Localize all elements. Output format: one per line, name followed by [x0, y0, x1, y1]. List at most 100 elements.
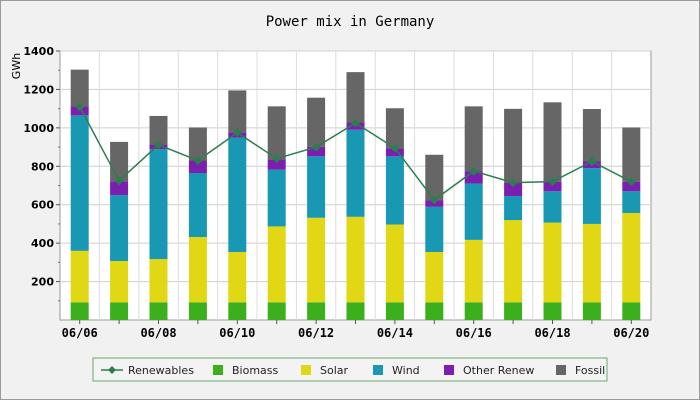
legend-label: Biomass [232, 364, 279, 377]
bar-wind [307, 156, 326, 218]
bar-biomass [228, 302, 247, 320]
x-tick-label: 06/16 [456, 326, 492, 340]
bar-biomass [622, 302, 641, 320]
bar-fossil [622, 127, 641, 182]
bar-biomass [582, 302, 601, 320]
y-axis: 200 400 600 800 1000 1200 1400 [23, 45, 60, 302]
bar-other-renew [543, 181, 562, 192]
bar-solar [267, 226, 286, 303]
bar-other-renew [622, 181, 641, 192]
bar-fossil [307, 97, 326, 147]
x-tick-label: 06/10 [219, 326, 255, 340]
bar-biomass [464, 302, 483, 320]
bar-fossil [543, 102, 562, 182]
bar-fossil [188, 127, 207, 161]
x-tick-label: 06/20 [613, 326, 649, 340]
renewables-point [154, 140, 163, 150]
bar-solar [149, 259, 168, 303]
bar-fossil [267, 106, 286, 160]
bar-solar [543, 222, 562, 303]
x-tick-label: 06/14 [377, 326, 413, 340]
y-axis-label: GWh [10, 53, 23, 79]
renewables-point [114, 176, 124, 186]
bar-wind [464, 183, 483, 240]
legend-label: Fossil [575, 364, 605, 377]
bar-wind [267, 169, 286, 227]
y-tick-label: 1400 [23, 45, 54, 58]
bar-wind [228, 137, 247, 252]
bar-other-renew [504, 182, 523, 197]
bar-fossil [464, 106, 483, 172]
renewables-point [587, 156, 597, 166]
y-tick-label: 1000 [23, 122, 54, 135]
renewables-point [311, 142, 321, 152]
legend-swatch-fossil [556, 365, 566, 375]
bar-solar [188, 236, 207, 303]
bar-biomass [70, 302, 89, 320]
bars-group [70, 69, 641, 320]
bar-fossil [70, 69, 89, 107]
y-tick-label: 200 [31, 276, 54, 289]
bar-solar [346, 216, 365, 303]
bar-fossil [504, 108, 523, 183]
legend-marker-renewables [108, 366, 116, 374]
x-tick-label: 06/12 [298, 326, 334, 340]
bar-other-renew [110, 181, 129, 196]
bar-fossil [346, 72, 365, 123]
renewables-point [75, 102, 85, 112]
renewables-point [232, 128, 242, 138]
bar-wind [622, 191, 641, 213]
renewables-point [429, 195, 439, 205]
bar-solar [70, 250, 89, 303]
x-axis: 06/06 06/08 06/10 06/12 06/14 06/16 06/18 06/20 [62, 320, 649, 340]
bar-solar [307, 217, 326, 303]
renewables-point [390, 143, 400, 153]
chart-title: Power mix in Germany [265, 14, 435, 30]
bar-solar [464, 239, 483, 303]
bar-wind [149, 149, 168, 260]
bar-biomass [504, 302, 523, 320]
bar-biomass [307, 302, 326, 320]
bar-wind [504, 196, 523, 221]
bar-wind [110, 195, 129, 262]
bar-wind [188, 173, 207, 237]
bar-biomass [425, 302, 444, 320]
bar-biomass [149, 302, 168, 320]
y-tick-label: 800 [31, 160, 54, 173]
bar-solar [425, 251, 444, 303]
bar-fossil [582, 109, 601, 162]
renewables-point [548, 177, 557, 187]
x-tick-label: 06/18 [534, 326, 570, 340]
bar-wind [385, 156, 404, 225]
bar-fossil [228, 90, 247, 133]
bar-biomass [267, 302, 286, 320]
bar-biomass [385, 302, 404, 320]
bar-wind [582, 168, 601, 224]
bar-fossil [425, 154, 444, 201]
bar-biomass [188, 302, 207, 320]
bar-other-renew [188, 160, 207, 174]
bar-wind [346, 129, 365, 217]
legend-swatch-wind [373, 365, 383, 375]
renewables-point [626, 177, 636, 187]
legend-swatch-biomass [213, 365, 223, 375]
bar-fossil [385, 108, 404, 149]
bar-wind [70, 115, 89, 251]
legend-label: Other Renew [463, 364, 534, 377]
renewables-point [469, 166, 479, 176]
bar-solar [582, 223, 601, 303]
legend-swatch-solar [301, 365, 311, 375]
legend-label: Solar [320, 364, 349, 377]
y-tick-label: 600 [31, 199, 54, 212]
bar-solar [385, 224, 404, 303]
renewables-point [508, 178, 518, 188]
renewables-line-group [75, 102, 636, 205]
bar-solar [504, 220, 523, 303]
bar-other-renew [267, 159, 286, 170]
renewables-point [272, 154, 282, 164]
legend-swatch-other-renew [444, 365, 454, 375]
x-tick-label: 06/08 [140, 326, 176, 340]
bar-biomass [543, 302, 562, 320]
legend-box [92, 357, 608, 382]
bar-wind [543, 191, 562, 223]
